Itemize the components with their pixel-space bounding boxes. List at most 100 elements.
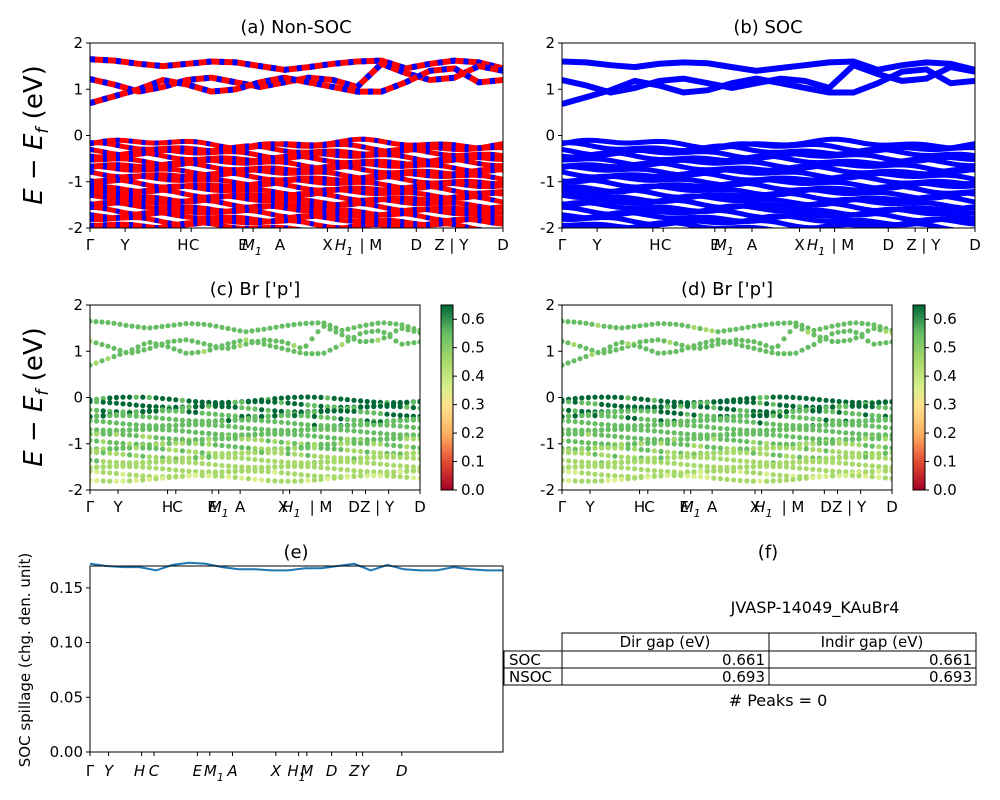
data-point: [259, 457, 265, 463]
data-point: [579, 478, 585, 484]
data-point: [704, 413, 710, 419]
data-point: [90, 318, 93, 324]
colorbar-tick-label: 0.6: [461, 310, 485, 328]
data-point: [724, 456, 730, 463]
data-point: [292, 463, 298, 469]
data-point: [562, 362, 565, 368]
data-point: [757, 413, 763, 419]
data-point: [745, 338, 751, 344]
data-point: [404, 400, 410, 406]
data-point: [592, 463, 598, 469]
data-point: [381, 335, 387, 341]
data-point: [384, 411, 390, 417]
data-point: [153, 415, 159, 421]
data-point: [717, 476, 724, 482]
data-point: [585, 412, 592, 419]
data-point: [327, 326, 333, 332]
data-point: [698, 463, 704, 469]
data-point: [651, 473, 658, 479]
x-tick-label: E: [238, 236, 247, 254]
data-point: [133, 394, 139, 400]
data-point: [599, 413, 605, 419]
panel-e-spillage: 0.000.050.100.15Γ Y H C E M1 A X H1M D Z Y D: [50, 561, 504, 784]
data-point: [803, 435, 809, 441]
data-point: [625, 459, 631, 465]
data-point: [120, 478, 126, 484]
data-point: [797, 408, 803, 414]
data-point: [579, 459, 585, 465]
data-point: [309, 336, 315, 342]
data-point: [410, 436, 416, 442]
data-point: [140, 477, 146, 483]
data-point: [318, 394, 324, 400]
data-point: [704, 468, 710, 474]
data-point: [658, 404, 664, 410]
data-point: [757, 347, 763, 353]
ylabel-middle: E − Ef (eV): [19, 327, 53, 467]
data-point: [678, 422, 684, 428]
data-point: [160, 446, 166, 452]
data-point: [750, 450, 757, 456]
data-point: [841, 321, 847, 327]
data-point: [595, 349, 601, 355]
data-point: [816, 427, 823, 433]
data-point: [665, 422, 671, 428]
data-point: [298, 463, 304, 470]
data-point: [744, 478, 750, 484]
data-point: [709, 343, 715, 349]
data-point: [272, 458, 278, 464]
data-point: [790, 454, 796, 460]
data-point: [159, 342, 165, 348]
data-point: [684, 473, 691, 479]
data-point: [133, 464, 139, 470]
data-point: [572, 408, 578, 414]
data-point: [823, 459, 829, 465]
data-point: [856, 462, 862, 468]
data-point: [298, 427, 304, 433]
data-point: [285, 451, 291, 457]
data-point: [265, 399, 271, 405]
data-point: [625, 445, 631, 452]
data-point: [843, 437, 849, 443]
data-point: [572, 431, 578, 437]
data-point: [612, 460, 618, 466]
data-point: [311, 460, 317, 466]
data-point: [278, 419, 284, 425]
data-point: [127, 463, 133, 470]
x-tick-label: E: [710, 236, 719, 254]
y-tick-label: 2: [73, 34, 83, 52]
data-point: [638, 408, 644, 414]
data-point: [212, 436, 218, 442]
data-point: [199, 441, 205, 447]
data-point: [777, 413, 783, 419]
data-point: [625, 442, 631, 448]
data-point: [226, 412, 232, 419]
data-point: [146, 403, 152, 409]
data-point: [305, 464, 311, 470]
data-point: [849, 430, 856, 436]
data-point: [731, 414, 737, 420]
data-point: [107, 395, 113, 401]
data-point: [724, 399, 730, 405]
data-point: [612, 413, 618, 420]
data-point: [160, 459, 166, 465]
data-point: [166, 408, 172, 414]
data-point: [836, 398, 842, 405]
data-point: [107, 464, 113, 470]
data-point: [811, 341, 817, 348]
data-point: [853, 320, 859, 326]
data-point: [265, 469, 271, 475]
data-point: [599, 463, 605, 470]
data-point: [849, 454, 856, 460]
data-point: [830, 459, 836, 465]
data-point: [344, 474, 350, 480]
data-point: [259, 431, 265, 438]
data-point: [599, 478, 605, 484]
data-point: [865, 321, 871, 327]
data-point: [605, 453, 611, 459]
data-point: [173, 440, 179, 446]
panel-b-title: (b) SOC: [733, 17, 802, 38]
data-point: [237, 343, 243, 349]
data-point: [107, 413, 113, 419]
data-point: [90, 431, 93, 437]
